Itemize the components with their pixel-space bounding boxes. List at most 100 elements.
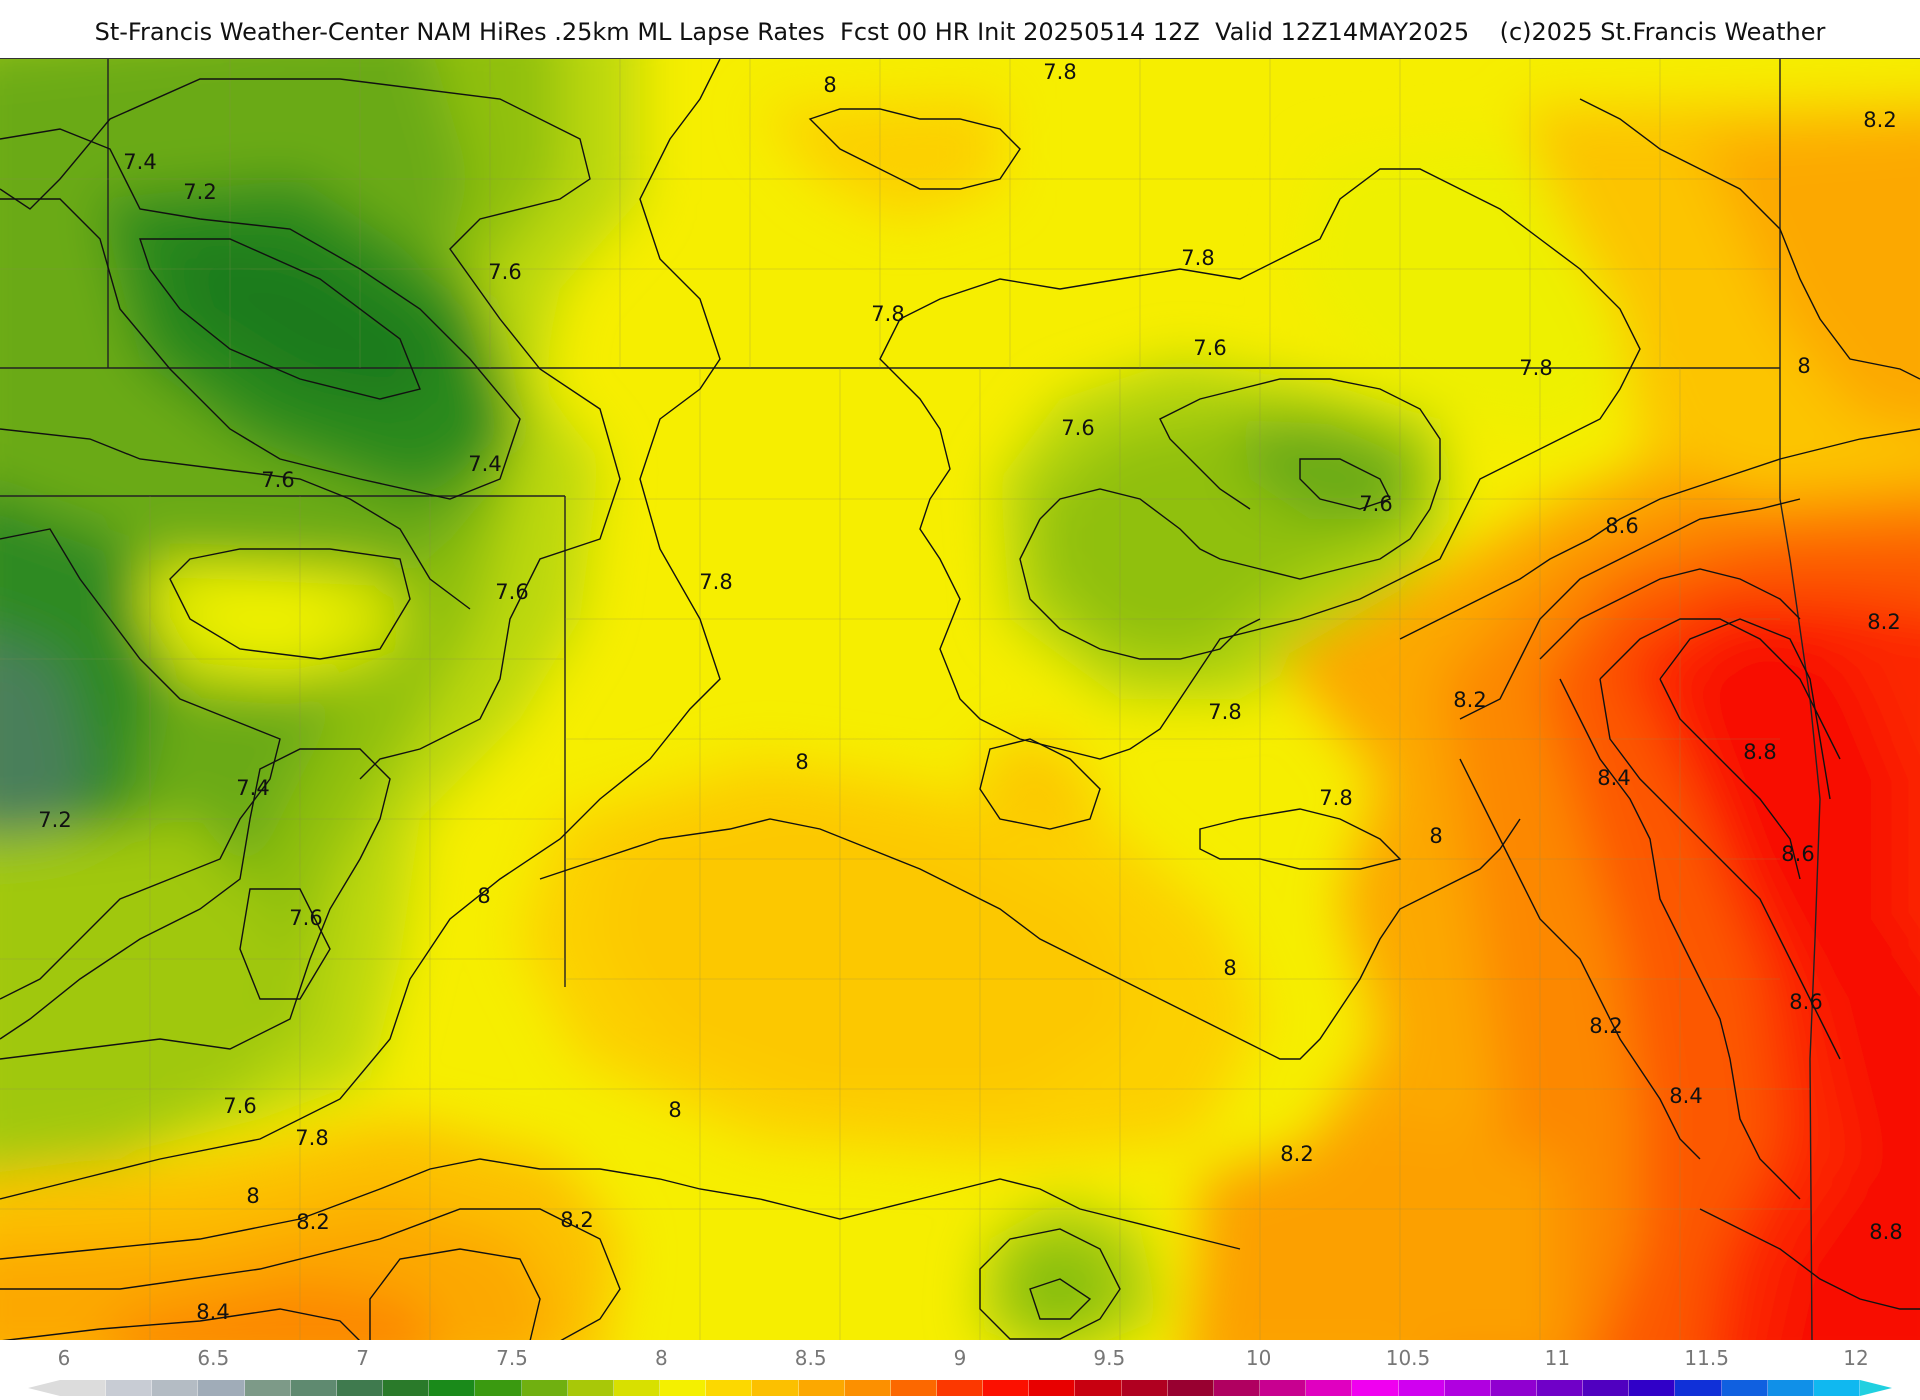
contour-label: 7.6 <box>1061 416 1094 440</box>
contour-label: 7.8 <box>1319 786 1352 810</box>
colorbar-segment <box>1029 1380 1076 1396</box>
contour-label: 7.8 <box>295 1126 328 1150</box>
shaded-field <box>0 59 1920 1341</box>
colorbar-tick-label: 7 <box>356 1346 370 1370</box>
colorbar-segment <box>567 1380 614 1396</box>
contour-label: 7.8 <box>1519 356 1552 380</box>
contour-label: 8.2 <box>1453 688 1486 712</box>
contour-label: 7.4 <box>468 452 501 476</box>
contour-label: 8.4 <box>1597 766 1630 790</box>
contour-label: 8 <box>246 1184 259 1208</box>
contour-label: 7.6 <box>261 468 294 492</box>
colorbar-segment <box>1721 1380 1768 1396</box>
colorbar-tick-label: 12 <box>1843 1346 1869 1370</box>
colorbar-segment <box>1813 1380 1861 1396</box>
contour-label: 7.2 <box>183 180 216 204</box>
colorbar-segment <box>383 1380 430 1396</box>
contour-label: 8.2 <box>560 1208 593 1232</box>
colorbar-left-arrow <box>28 1380 60 1396</box>
contour-label: 8.8 <box>1869 1220 1902 1244</box>
contour-label: 8.6 <box>1605 514 1638 538</box>
colorbar-strip <box>60 1380 1861 1396</box>
contour-label: 7.4 <box>236 776 269 800</box>
colorbar-segment <box>1444 1380 1491 1396</box>
colorbar-segment <box>983 1380 1030 1396</box>
contour-label: 8 <box>1429 824 1442 848</box>
colorbar-tick-label: 8 <box>654 1346 668 1370</box>
colorbar-segment <box>429 1380 476 1396</box>
contour-label: 8.6 <box>1789 990 1822 1014</box>
colorbar-segment <box>844 1380 891 1396</box>
colorbar-segment <box>1075 1380 1122 1396</box>
colorbar-segment <box>613 1380 661 1396</box>
colorbar-right-arrow <box>1860 1380 1892 1396</box>
colorbar-tick-label: 11.5 <box>1684 1346 1729 1370</box>
colorbar-tick-label: 10.5 <box>1385 1346 1431 1370</box>
state-boundaries <box>0 59 1821 1341</box>
colorbar-segment <box>60 1380 107 1396</box>
colorbar-segment <box>1352 1380 1399 1396</box>
colorbar-segment <box>1629 1380 1676 1396</box>
contour-label: 7.6 <box>488 260 521 284</box>
colorbar-segment <box>1260 1380 1307 1396</box>
contour-label: 7.6 <box>495 580 528 604</box>
contour-label: 7.6 <box>1359 492 1392 516</box>
contour-label: 7.8 <box>871 302 904 326</box>
colorbar-segment <box>475 1380 522 1396</box>
colorbar-tick-label: 6 <box>57 1346 71 1370</box>
contour-label: 8 <box>823 73 836 97</box>
contour-label: 8 <box>668 1098 681 1122</box>
colorbar-segment <box>521 1380 568 1396</box>
colorbar-segment <box>152 1380 199 1396</box>
map-title: St-Francis Weather-Center NAM HiRes .25k… <box>94 18 1826 46</box>
contour-label: 7.2 <box>38 808 71 832</box>
contour-label: 8.8 <box>1743 740 1776 764</box>
colorbar-segment <box>1306 1380 1353 1396</box>
colorbar-tick-label: 9 <box>953 1346 967 1370</box>
contour-label: 7.8 <box>1043 60 1076 84</box>
colorbar-segment <box>1398 1380 1445 1396</box>
colorbar-tick-label: 9.5 <box>1093 1346 1126 1370</box>
colorbar-segment <box>706 1380 753 1396</box>
contour-label: 8.2 <box>1863 108 1896 132</box>
contour-label: 8.2 <box>296 1210 329 1234</box>
colorbar: 6 6.5 7 7.5 8 8.5 9 9.5 10 10.5 11 11.5 12 <box>0 1340 1920 1400</box>
contour-label: 8 <box>795 750 808 774</box>
contour-label: 8.2 <box>1867 610 1900 634</box>
colorbar-segment <box>198 1380 245 1396</box>
colorbar-segment <box>1583 1380 1630 1396</box>
contour-label: 7.8 <box>1181 246 1214 270</box>
county-lines <box>0 59 1810 1341</box>
colorbar-segment <box>106 1380 153 1396</box>
colorbar-segment <box>290 1380 337 1396</box>
contour-label: 8.2 <box>1280 1142 1313 1166</box>
contour-label: 8.4 <box>1669 1084 1702 1108</box>
contour-label: 8 <box>1223 956 1236 980</box>
colorbar-segment <box>336 1380 384 1396</box>
colorbar-tick-label: 10 <box>1245 1346 1272 1370</box>
colorbar-segment <box>798 1380 845 1396</box>
contour-label: 7.8 <box>1208 700 1241 724</box>
lapse-rate-map: 7.4 7.2 7.6 7.6 7.4 7.6 7.4 7.2 7.6 7.6 … <box>0 58 1920 1342</box>
colorbar-segment <box>1537 1380 1584 1396</box>
map-canvas: 7.4 7.2 7.6 7.6 7.4 7.6 7.4 7.2 7.6 7.6 … <box>0 59 1920 1341</box>
contour-label: 8 <box>477 884 490 908</box>
colorbar-segment <box>1167 1380 1214 1396</box>
colorbar-segment <box>1490 1380 1537 1396</box>
colorbar-segment <box>1675 1380 1722 1396</box>
colorbar-tick-label: 8.5 <box>794 1346 827 1370</box>
colorbar-tick-label: 11 <box>1544 1346 1571 1370</box>
contour-label: 7.6 <box>289 906 322 930</box>
colorbar-segment <box>936 1380 984 1396</box>
colorbar-tick-label: 6.5 <box>197 1346 230 1370</box>
contour-lines <box>0 59 1920 1341</box>
colorbar-segment <box>1767 1380 1814 1396</box>
colorbar-segment <box>752 1380 799 1396</box>
contour-label: 8 <box>1797 354 1810 378</box>
contour-label: 7.4 <box>123 150 156 174</box>
contour-label: 7.6 <box>223 1094 256 1118</box>
colorbar-segment <box>244 1380 291 1396</box>
colorbar-segment <box>890 1380 937 1396</box>
colorbar-segment <box>1121 1380 1168 1396</box>
colorbar-segment <box>660 1380 707 1396</box>
